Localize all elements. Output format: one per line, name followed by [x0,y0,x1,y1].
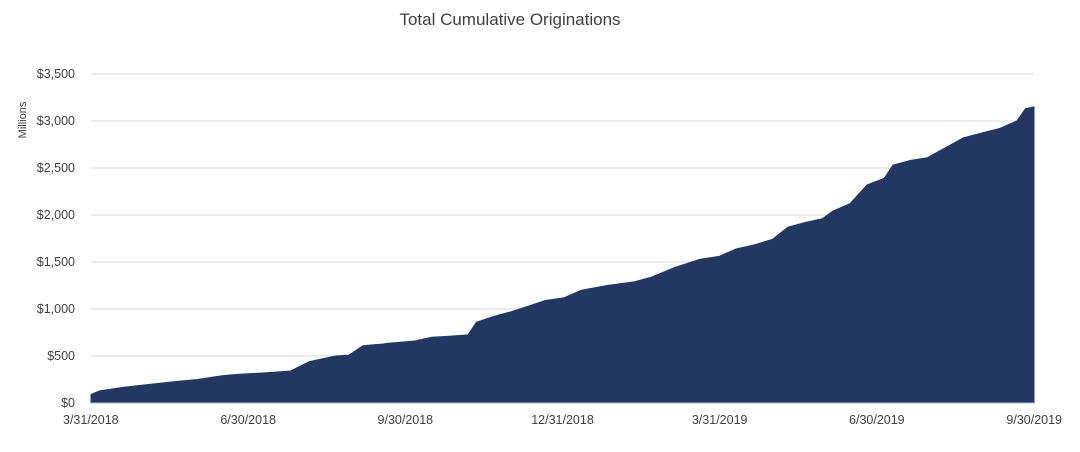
y-tick-label: $0 [61,396,75,410]
x-axis: 3/31/2018 6/30/2018 9/30/2018 12/31/2018 3/3… [63,402,1062,427]
x-tick-label: 3/31/2018 [63,413,119,427]
y-tick-label: $3,500 [37,67,75,81]
x-tick-label: 6/30/2019 [849,413,905,427]
y-tick-label: $1,500 [37,255,75,269]
x-tick-label: 6/30/2018 [220,413,276,427]
y-axis-unit-label: Millions [17,101,29,138]
y-tick-label: $1,000 [37,302,75,316]
y-tick-label: $2,000 [37,208,75,222]
cumulative-originations-area [90,106,1035,404]
y-tick-label: $500 [47,349,75,363]
x-tick-label: 3/31/2019 [692,413,748,427]
area-series [90,106,1035,404]
x-tick-label: 9/30/2019 [1006,413,1062,427]
y-axis: $0 $500 $1,000 $1,500 $2,000 $2,500 $3,000 $3,5… [37,67,75,410]
y-tick-label: $2,500 [37,161,75,175]
x-tick-label: 9/30/2018 [378,413,434,427]
y-tick-label: $3,000 [37,114,75,128]
x-tick-label: 12/31/2018 [531,413,594,427]
chart-title: Total Cumulative Originations [399,10,621,29]
